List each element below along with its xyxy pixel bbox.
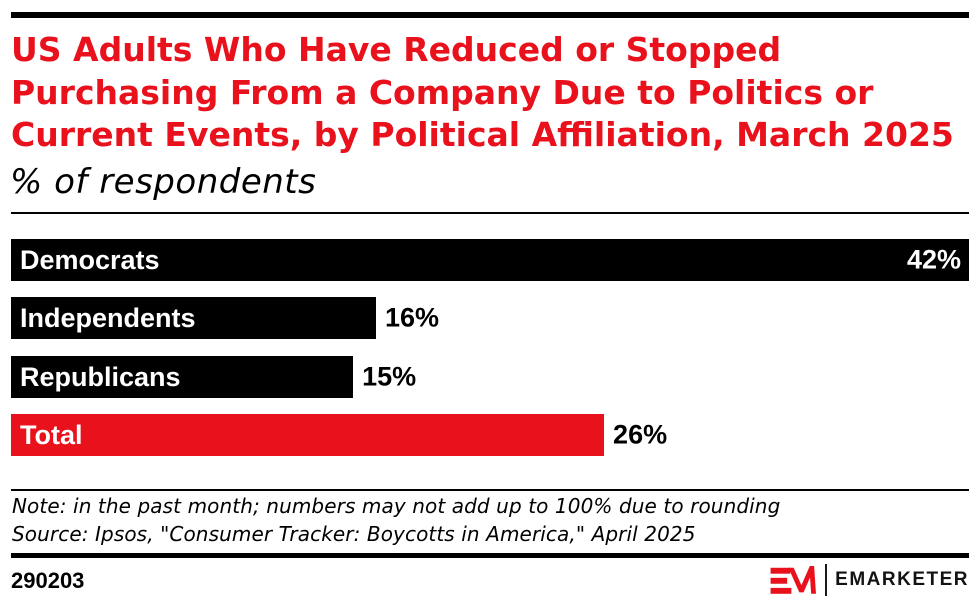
bar-democrats: Democrats 42%	[11, 239, 969, 281]
bar-category-label: Democrats	[20, 244, 160, 275]
logo-divider	[825, 564, 828, 596]
chart-title: US Adults Who Have Reduced or Stopped Pu…	[11, 29, 980, 157]
chart-title-line2: Purchasing From a Company Due to Politic…	[11, 72, 874, 112]
top-rule	[11, 12, 969, 18]
bar-category-label: Total	[20, 419, 83, 450]
bar-row-total: Total 26%	[11, 414, 969, 456]
note-line: Note: in the past month; numbers may not…	[12, 494, 781, 518]
bar-row-independents: Independents 16%	[11, 297, 969, 339]
bar-category-label: Republicans	[20, 361, 181, 392]
chart-top-rule	[11, 212, 969, 214]
emarketer-logo: EMARKETER	[770, 564, 969, 596]
bar-independents: Independents	[11, 297, 376, 339]
chart-title-line3: Current Events, by Political Affiliation…	[11, 115, 954, 154]
bar-category-label: Independents	[20, 302, 196, 333]
bar-value-label: 15%	[362, 361, 417, 392]
emarketer-wordmark: EMARKETER	[835, 569, 969, 590]
bar-republicans: Republicans	[11, 356, 354, 398]
source-line: Source: Ipsos, "Consumer Tracker: Boycot…	[12, 521, 696, 546]
bar-value-label: 42%	[906, 244, 961, 275]
bar-value-label: 26%	[613, 419, 668, 450]
footer-rule	[11, 553, 969, 558]
bar-chart: Democrats 42% Independents 16% Republicans 15…	[11, 239, 969, 457]
chart-id: 290203	[11, 568, 85, 593]
bar-row-republicans: Republicans 15%	[11, 356, 969, 398]
notes-top-rule	[11, 489, 969, 491]
chart-subtitle: % of respondents	[10, 162, 317, 202]
bar-row-democrats: Democrats 42%	[11, 239, 969, 281]
chart-title-line1: US Adults Who Have Reduced or Stopped	[11, 30, 782, 69]
bar-value-label: 16%	[384, 302, 439, 333]
chart-notes: Note: in the past month; numbers may not…	[12, 493, 968, 548]
bar-total: Total	[11, 414, 605, 456]
emarketer-logo-icon	[770, 566, 817, 594]
